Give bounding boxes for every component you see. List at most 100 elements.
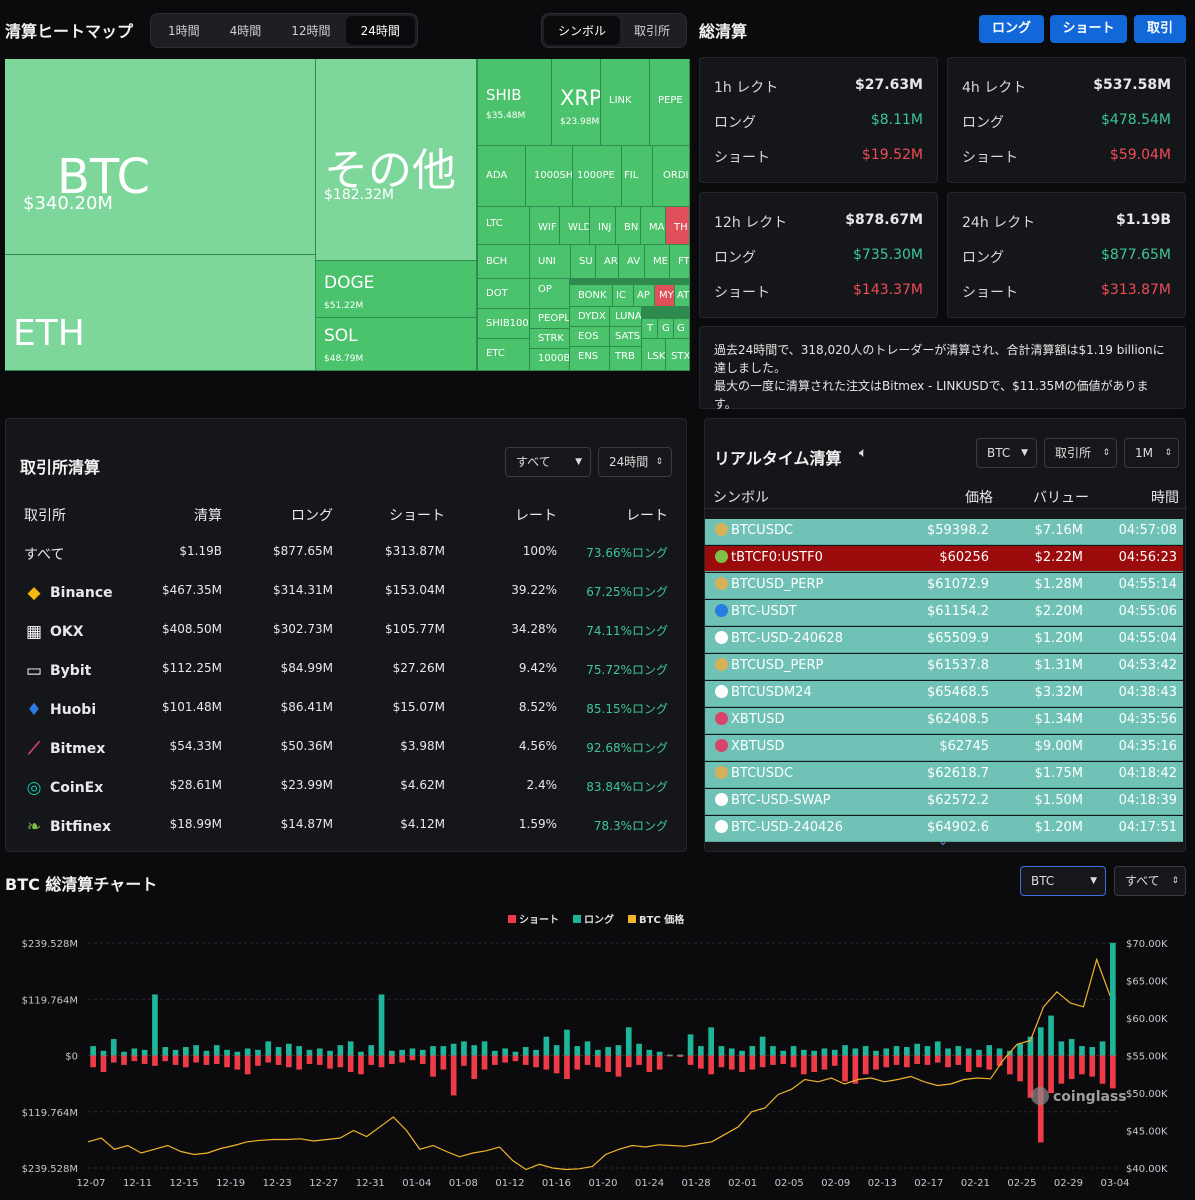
heatmap-tile[interactable]: BTC $340.20M [5,59,316,255]
time-tab-2[interactable]: 12時間 [291,24,331,38]
time-tab-3[interactable]: 24時間 [345,16,415,45]
heatmap-tile[interactable]: DYDX [570,307,610,327]
heatmap-tile[interactable]: ETH$202.41M [5,255,316,371]
heatmap-tile[interactable]: FT [670,245,690,279]
exchange-filter-select[interactable]: すべて ▼ [505,447,591,477]
exchange-row[interactable]: ⟋ Bitmex $54.33M $50.36M $3.98M 4.56% 92.68%ロン… [6,735,686,759]
heatmap-tile[interactable]: UNI [530,245,571,279]
realtime-row[interactable]: BTCUSD_PERP $61072.9 $1.28M 04:55:14 [705,573,1183,599]
heatmap-tile[interactable]: SU [571,245,596,279]
heatmap-tile[interactable]: AT [675,285,690,307]
heatmap-tile[interactable]: T [642,319,658,339]
exchange-row[interactable]: ❧ Bitfinex $18.99M $14.87M $4.12M 1.59% 78.3%ロ… [6,813,686,837]
heatmap-tile[interactable]: PEPE [650,59,690,146]
heatmap-tile[interactable]: SOL $48.79M [316,318,477,371]
heatmap-tile[interactable]: 1000SH [526,146,573,207]
heatmap-tile[interactable]: STRK [530,329,570,349]
long-bar [718,1046,725,1056]
long-bar [749,1046,756,1056]
heatmap-tile[interactable]: ORDI [653,146,690,207]
trade-button[interactable]: 取引 [1134,15,1186,43]
exchange-row[interactable]: ♦ Huobi $101.48M $86.41M $15.07M 8.52% 85.15%ロ… [6,696,686,720]
short-bar [399,1055,405,1063]
heatmap-tile[interactable]: PEOPL [530,309,570,329]
long-bar [1027,1036,1034,1056]
realtime-coin-select[interactable]: BTC ▼ [976,438,1037,468]
exchange-row[interactable]: ▭ Bybit $112.25M $84.99M $27.26M 9.42% 75.72%ロ… [6,657,686,681]
short-button[interactable]: ショート [1050,15,1127,43]
exchange-row[interactable]: ▦ OKX $408.50M $302.73M $105.77M 34.28% 74.11%… [6,618,686,642]
chart-filter-select[interactable]: すべて ⇕ [1114,866,1186,896]
heatmap-tile[interactable]: EOS [570,327,610,347]
heatmap-tile[interactable]: 1000B [530,349,570,371]
heatmap-tile[interactable]: BONK [570,285,613,307]
heatmap-tile[interactable]: SHIB $35.48M [478,59,552,146]
short-bar [811,1055,817,1072]
heatmap-tile[interactable]: ETC [478,339,530,371]
realtime-row[interactable]: BTC-USD-240628 $65509.9 $1.20M 04:55:04 [705,627,1183,653]
heatmap-tile[interactable]: AP [634,285,655,307]
heatmap-tile[interactable]: MY [655,285,675,307]
heatmap-tile[interactable]: LUNA [610,307,642,327]
heatmap-tile[interactable]: G [658,319,674,339]
exchange-long-rate-cell: 73.66%ロング [586,546,668,560]
heatmap-tile[interactable]: BN [616,207,641,245]
heatmap-tile[interactable]: DOT [478,279,530,309]
heatmap-tile[interactable]: WLD [560,207,590,245]
time-tab-0[interactable]: 1時間 [168,24,200,38]
heatmap-tile[interactable]: MA [641,207,666,245]
x-tick: 12-15 [170,1178,199,1189]
exchange-period-select[interactable]: 24時間 ⇕ [598,447,672,477]
realtime-row[interactable]: BTCUSD_PERP $61537.8 $1.31M 04:53:42 [705,654,1183,680]
realtime-row[interactable]: BTC-USD-240426 $64902.6 $1.20M 04:17:51 [705,816,1183,842]
sound-icon[interactable]: 🔈︎ [859,445,868,461]
realtime-row[interactable]: BTCUSDC $62618.7 $1.75M 04:18:42 [705,762,1183,788]
exchange-row[interactable]: ◆ Binance $467.35M $314.31M $153.04M 39.22% 67… [6,579,686,603]
realtime-row[interactable]: BTCUSDM24 $65468.5 $3.32M 04:38:43 [705,681,1183,707]
exchange-row[interactable]: ◎ CoinEx $28.61M $23.99M $4.62M 2.4% 83.84%ロング [6,774,686,798]
heatmap-tile[interactable]: WIF [530,207,560,245]
heatmap-tile[interactable]: LINK [601,59,650,146]
heatmap-tile[interactable]: INJ [590,207,616,245]
heatmap-tile[interactable]: TH [666,207,690,245]
chart-coin-select[interactable]: BTC ▼ [1020,866,1106,896]
heatmap-tile[interactable]: STX [666,339,690,371]
long-button[interactable]: ロング [979,15,1044,43]
heatmap-tile[interactable]: FIL [622,146,653,207]
heatmap-tile[interactable]: LSK [642,339,666,371]
realtime-row[interactable]: tBTCF0:USTF0 $60256 $2.22M 04:56:23 [705,546,1183,572]
heatmap-tile[interactable]: BCH [478,245,530,279]
realtime-row[interactable]: XBTUSD $62745 $9.00M 04:35:16 [705,735,1183,761]
heatmap-tile[interactable]: ADA [478,146,526,207]
long-bar [286,1043,292,1056]
watermark: coinglass [1053,1089,1127,1105]
heatmap-tile[interactable]: XRP $23.98M [552,59,601,146]
realtime-row[interactable]: BTC-USD-SWAP $62572.2 $1.50M 04:18:39 [705,789,1183,815]
realtime-row[interactable]: BTCUSDC $59398.2 $7.16M 04:57:08 [705,519,1183,545]
exchange-rate-cell: 39.22% [511,583,557,597]
heatmap-tile-symbol: BONK [578,290,607,301]
heatmap-tile[interactable]: TRB [610,347,642,371]
heatmap-tile[interactable]: ENS [570,347,610,371]
heatmap-tile[interactable]: LTC [478,207,530,245]
realtime-exchange-select[interactable]: 取引所 ⇕ [1044,438,1117,468]
exchange-row[interactable]: すべて $1.19B $877.65M $313.87M 100% 73.66%ロング [6,540,686,564]
realtime-row[interactable]: BTC-USDT $61154.2 $2.20M 04:55:06 [705,600,1183,626]
heatmap-tile[interactable]: SHIB100 [478,309,530,339]
heatmap-tile[interactable]: SATS [610,327,642,347]
heatmap-tile[interactable]: G [674,319,690,339]
view-tab-1[interactable]: 取引所 [634,24,671,38]
time-tab-1[interactable]: 4時間 [229,24,262,38]
heatmap-tile[interactable]: 1000PE [573,146,622,207]
heatmap-tile[interactable]: AV [619,245,645,279]
heatmap-tile[interactable]: ME [645,245,670,279]
view-tab-0[interactable]: シンボル [544,16,621,45]
heatmap-tile-symbol: EOS [578,331,599,342]
heatmap-tile[interactable]: DOGE $51.22M [316,261,477,318]
realtime-row[interactable]: XBTUSD $62408.5 $1.34M 04:35:56 [705,708,1183,734]
heatmap-tile[interactable]: OP [530,279,570,309]
heatmap-tile[interactable]: AR [596,245,619,279]
heatmap-tile[interactable]: IC [613,285,634,307]
realtime-amount-select[interactable]: 1M ⇕ [1124,438,1179,468]
heatmap-tile[interactable]: その他 $182.32M [316,59,477,261]
